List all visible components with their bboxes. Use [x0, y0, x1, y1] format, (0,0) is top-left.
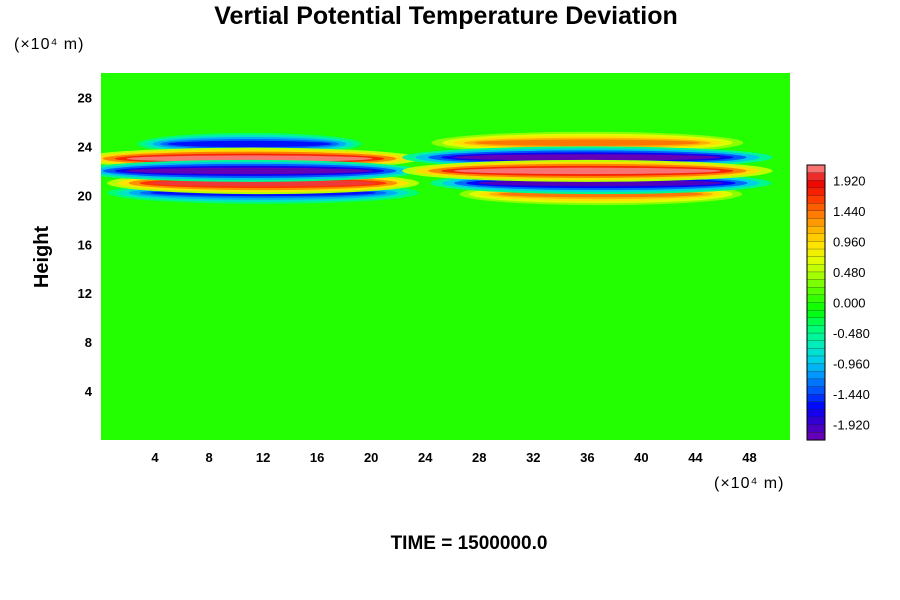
colorbar-label: 0.960: [833, 234, 866, 249]
colorbar-cell: [806, 271, 826, 281]
colorbar-cell: [806, 325, 826, 334]
colorbar-cell: [806, 195, 826, 204]
colorbar-label: 1.920: [833, 173, 866, 188]
colorbar-cell: [806, 218, 826, 227]
y-tick-label: 12: [78, 286, 92, 301]
x-tick-label: 24: [418, 450, 433, 465]
colorbar-cell: [806, 241, 826, 250]
field-band-contour: [126, 155, 373, 162]
field-band-contour: [477, 179, 724, 187]
colorbar-cell: [806, 309, 826, 319]
colorbar-cells: [806, 164, 826, 441]
colorbar-cell: [806, 203, 826, 212]
y-tick-label: 28: [78, 90, 92, 105]
x-tick-label: 44: [688, 450, 703, 465]
colorbar-cell: [806, 164, 826, 174]
colorbar-cell: [806, 416, 826, 426]
colorbar-cell: [806, 363, 826, 372]
colorbar-cell: [806, 355, 826, 365]
colorbar-cell: [806, 187, 826, 197]
y-tick-label: 16: [78, 237, 92, 252]
colorbar-label: -0.480: [833, 326, 870, 341]
colorbar-label: 0.480: [833, 265, 866, 280]
colorbar-label: 1.440: [833, 204, 866, 219]
field-band-contour: [454, 167, 721, 175]
x-tick-label: 36: [580, 450, 594, 465]
colorbar-cell: [806, 424, 826, 433]
y-axis-label: Height: [31, 226, 53, 289]
colorbar-cell: [806, 294, 826, 304]
colorbar-label: -1.440: [833, 387, 870, 402]
field-band-positive-band-right: [402, 159, 773, 182]
y-tick-label: 24: [78, 139, 93, 154]
x-tick-label: 4: [151, 450, 159, 465]
x-unit-label: (×10⁴ m): [714, 475, 784, 492]
chart-title: Vertial Potential Temperature Deviation: [214, 2, 678, 30]
colorbar-cell: [806, 256, 826, 265]
colorbar-cell: [806, 233, 826, 242]
colorbar-cell: [806, 332, 826, 342]
x-tick-labels: 4 8 12 16 20 24 28 32 36 40 44 48: [151, 450, 756, 465]
y-unit-label: (×10⁴ m): [14, 36, 84, 53]
colorbar-cell: [806, 378, 826, 388]
colorbar-cell: [806, 279, 826, 288]
time-label: TIME = 1500000.0: [391, 533, 548, 554]
y-tick-labels: 4 8 12 16 20 24 28: [78, 90, 93, 399]
x-tick-label: 16: [310, 450, 324, 465]
colorbar-cell: [806, 302, 826, 311]
x-tick-label: 40: [634, 450, 648, 465]
field-band-contour: [454, 154, 721, 161]
x-tick-label: 20: [364, 450, 378, 465]
colorbar: 1.920 1.440 0.960 0.480 0.000 -0.480 -0.960 -1.…: [806, 164, 870, 441]
colorbar-label: -0.960: [833, 357, 870, 372]
field-band-contour: [474, 139, 701, 146]
field-band-contour: [167, 140, 332, 148]
colorbar-cell: [806, 248, 826, 258]
colorbar-cell: [806, 386, 826, 395]
colorbar-cell: [806, 394, 826, 403]
x-tick-label: 12: [256, 450, 270, 465]
y-tick-label: 20: [78, 188, 92, 203]
field-band-contour: [126, 167, 373, 175]
x-tick-label: 28: [472, 450, 486, 465]
colorbar-cell: [806, 371, 826, 380]
colorbar-cell: [806, 180, 826, 189]
colorbar-cell: [806, 287, 826, 296]
x-tick-label: 8: [205, 450, 212, 465]
colorbar-cell: [806, 225, 826, 235]
colorbar-cell: [806, 340, 826, 349]
colorbar-cell: [806, 264, 826, 273]
field-band-negative-band-left: [101, 159, 421, 182]
x-tick-label: 48: [742, 450, 756, 465]
y-tick-label: 8: [85, 335, 92, 350]
colorbar-label: -1.920: [833, 418, 870, 433]
colorbar-cell: [806, 348, 826, 357]
colorbar-cell: [806, 432, 826, 441]
colorbar-cell: [806, 401, 826, 410]
colorbar-frame: [806, 164, 826, 441]
y-tick-label: 4: [85, 384, 93, 399]
colorbar-cell: [806, 317, 826, 326]
x-tick-label: 32: [526, 450, 540, 465]
colorbar-labels: 1.920 1.440 0.960 0.480 0.000 -0.480 -0.960 -1.…: [833, 173, 870, 432]
colorbar-cell: [806, 409, 826, 418]
colorbar-cell: [806, 210, 826, 220]
colorbar-cell: [806, 172, 826, 181]
plot-area: [101, 73, 790, 440]
field-marks: [101, 131, 773, 206]
field-background: [101, 73, 790, 440]
colorbar-label: 0.000: [833, 296, 866, 311]
